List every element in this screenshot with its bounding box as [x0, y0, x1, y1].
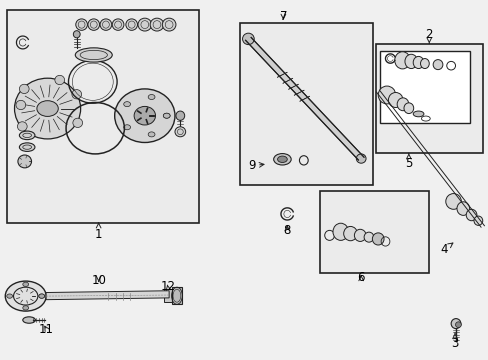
Ellipse shape [356, 154, 366, 163]
Bar [7, 10, 199, 223]
Ellipse shape [332, 223, 348, 240]
Ellipse shape [412, 57, 423, 68]
Ellipse shape [72, 90, 81, 99]
Polygon shape [245, 37, 363, 160]
Ellipse shape [176, 111, 184, 120]
Ellipse shape [20, 143, 35, 152]
Circle shape [163, 113, 170, 118]
Ellipse shape [115, 89, 175, 143]
Text: 7: 7 [279, 10, 286, 23]
Ellipse shape [432, 60, 442, 69]
Bar [379, 51, 468, 123]
Circle shape [148, 95, 155, 99]
Text: 8: 8 [283, 224, 290, 237]
Polygon shape [46, 291, 169, 300]
Ellipse shape [162, 18, 176, 31]
Circle shape [37, 101, 58, 116]
Bar [375, 44, 482, 153]
Ellipse shape [23, 317, 35, 323]
Ellipse shape [88, 19, 100, 30]
Text: 4: 4 [439, 243, 452, 256]
Ellipse shape [150, 18, 163, 31]
Text: 2: 2 [425, 28, 432, 44]
Ellipse shape [364, 232, 373, 242]
Ellipse shape [242, 33, 254, 45]
Ellipse shape [20, 84, 29, 94]
Circle shape [148, 132, 155, 137]
Ellipse shape [112, 19, 123, 30]
Ellipse shape [403, 103, 413, 113]
Ellipse shape [134, 107, 155, 125]
Bar [171, 287, 182, 304]
Text: 3: 3 [450, 333, 458, 350]
Ellipse shape [20, 131, 35, 140]
Circle shape [39, 294, 44, 298]
Circle shape [23, 282, 29, 287]
Text: 6: 6 [357, 271, 364, 284]
Ellipse shape [343, 226, 357, 241]
Circle shape [123, 102, 130, 107]
Ellipse shape [73, 31, 80, 38]
Ellipse shape [456, 202, 468, 215]
Text: 1: 1 [95, 223, 102, 241]
Ellipse shape [455, 322, 460, 328]
Ellipse shape [100, 19, 112, 30]
Bar [164, 289, 173, 302]
Bar [319, 191, 428, 273]
Ellipse shape [18, 122, 27, 131]
Circle shape [5, 281, 46, 311]
Ellipse shape [473, 216, 482, 225]
Text: 10: 10 [91, 274, 106, 287]
Text: 5: 5 [405, 153, 412, 170]
Ellipse shape [15, 78, 81, 139]
Ellipse shape [354, 229, 366, 242]
Ellipse shape [445, 194, 460, 209]
Ellipse shape [273, 154, 290, 165]
Ellipse shape [73, 118, 82, 127]
Circle shape [39, 294, 44, 298]
Circle shape [7, 294, 13, 298]
Ellipse shape [412, 111, 423, 117]
Ellipse shape [55, 75, 64, 85]
Ellipse shape [387, 93, 402, 108]
Ellipse shape [138, 18, 151, 31]
Ellipse shape [76, 19, 87, 30]
Circle shape [163, 113, 170, 118]
Ellipse shape [125, 19, 137, 30]
Ellipse shape [175, 127, 185, 137]
Ellipse shape [404, 54, 417, 68]
Ellipse shape [16, 100, 26, 110]
Ellipse shape [394, 52, 409, 69]
Circle shape [123, 125, 130, 130]
Ellipse shape [18, 155, 31, 168]
Ellipse shape [377, 86, 395, 104]
Ellipse shape [277, 156, 287, 162]
Ellipse shape [420, 59, 428, 68]
Ellipse shape [465, 209, 476, 221]
Text: 12: 12 [160, 280, 175, 293]
Ellipse shape [75, 48, 112, 62]
Ellipse shape [396, 98, 408, 111]
Ellipse shape [450, 319, 460, 329]
Text: 9: 9 [247, 159, 264, 172]
Bar [239, 23, 372, 185]
Circle shape [23, 306, 29, 310]
Ellipse shape [372, 233, 383, 245]
Text: 11: 11 [39, 323, 54, 336]
